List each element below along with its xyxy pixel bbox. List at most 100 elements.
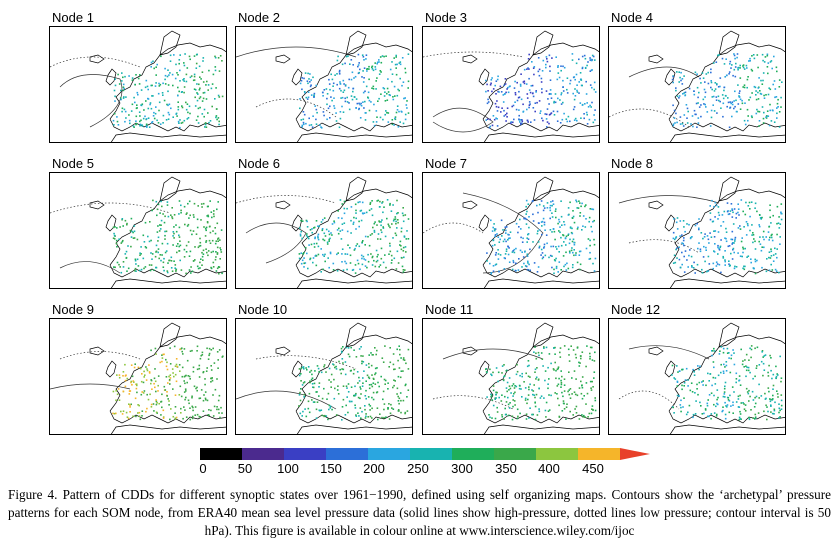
station-marker xyxy=(339,368,341,371)
station-marker xyxy=(503,268,506,270)
station-marker xyxy=(355,356,358,358)
station-marker xyxy=(377,199,379,202)
station-marker xyxy=(371,374,373,376)
station-marker xyxy=(537,57,540,59)
station-marker xyxy=(135,415,137,418)
station-marker xyxy=(342,385,345,387)
station-marker xyxy=(185,244,188,247)
station-marker xyxy=(505,250,508,252)
station-marker xyxy=(548,378,550,380)
station-marker xyxy=(542,205,545,207)
station-marker xyxy=(318,386,320,388)
station-marker xyxy=(113,89,116,92)
station-marker xyxy=(206,221,209,224)
station-marker xyxy=(132,237,135,239)
station-marker xyxy=(137,77,140,80)
station-marker xyxy=(567,214,570,216)
station-marker xyxy=(779,236,781,238)
station-marker xyxy=(142,392,145,394)
station-marker xyxy=(694,71,697,74)
station-marker xyxy=(154,85,157,87)
station-marker xyxy=(363,370,365,372)
station-marker xyxy=(404,269,406,271)
station-marker xyxy=(345,262,348,265)
station-marker xyxy=(386,199,389,201)
station-marker xyxy=(175,63,177,66)
station-marker xyxy=(149,221,151,223)
isobar-high-pressure xyxy=(442,348,544,360)
station-marker xyxy=(162,266,165,268)
station-marker xyxy=(217,94,220,97)
coastline xyxy=(482,334,599,424)
station-marker xyxy=(350,386,353,388)
coastline xyxy=(478,360,490,378)
station-marker xyxy=(372,391,375,394)
station-marker xyxy=(516,417,519,420)
station-marker xyxy=(676,71,678,73)
station-marker xyxy=(178,250,180,252)
station-marker xyxy=(778,126,781,128)
station-marker xyxy=(214,66,217,68)
station-marker xyxy=(769,257,772,259)
station-marker xyxy=(758,240,760,243)
station-marker xyxy=(167,104,169,107)
station-marker xyxy=(743,86,746,89)
station-marker xyxy=(376,116,378,118)
station-marker xyxy=(776,107,778,109)
station-marker xyxy=(401,265,404,268)
station-marker xyxy=(547,98,549,100)
station-marker xyxy=(400,245,402,247)
station-marker xyxy=(402,271,405,273)
panel-label-node-3: Node 3 xyxy=(425,10,467,25)
station-marker xyxy=(337,217,340,219)
station-marker xyxy=(585,382,588,384)
station-marker xyxy=(754,202,757,205)
station-marker xyxy=(328,266,330,269)
station-marker xyxy=(302,253,304,255)
station-marker xyxy=(756,259,758,262)
station-marker xyxy=(684,379,687,381)
station-marker xyxy=(149,269,152,272)
station-marker xyxy=(589,84,592,86)
station-marker xyxy=(549,65,551,68)
station-marker xyxy=(710,86,712,89)
europe-landmass xyxy=(110,43,226,131)
station-marker xyxy=(201,255,204,258)
station-marker xyxy=(144,221,147,224)
station-marker xyxy=(575,73,578,76)
station-marker xyxy=(372,85,375,88)
station-marker xyxy=(185,213,188,215)
station-marker xyxy=(346,253,349,255)
station-marker xyxy=(309,73,311,75)
station-marker xyxy=(749,347,751,350)
station-marker xyxy=(702,380,704,382)
station-marker xyxy=(531,84,534,87)
station-marker xyxy=(715,96,718,98)
station-marker xyxy=(298,368,301,370)
coastline xyxy=(345,322,367,348)
station-marker xyxy=(497,253,500,255)
station-marker xyxy=(578,361,580,364)
station-marker xyxy=(300,380,302,382)
station-marker xyxy=(394,380,396,382)
station-marker xyxy=(120,410,122,413)
station-marker xyxy=(710,71,712,74)
station-marker xyxy=(217,408,220,411)
station-marker xyxy=(339,111,342,113)
station-marker xyxy=(576,228,579,230)
station-marker xyxy=(520,98,523,101)
station-marker xyxy=(560,236,562,239)
station-marker xyxy=(524,217,526,220)
coastline xyxy=(482,42,599,132)
station-marker xyxy=(382,211,384,214)
station-marker xyxy=(529,269,531,272)
station-marker xyxy=(541,358,544,360)
station-marker xyxy=(303,257,305,259)
station-marker xyxy=(389,226,391,229)
station-marker xyxy=(519,412,521,415)
station-marker xyxy=(765,270,768,273)
station-marker xyxy=(392,386,394,389)
station-marker xyxy=(193,216,195,218)
station-marker xyxy=(121,240,124,243)
station-marker xyxy=(164,67,166,70)
